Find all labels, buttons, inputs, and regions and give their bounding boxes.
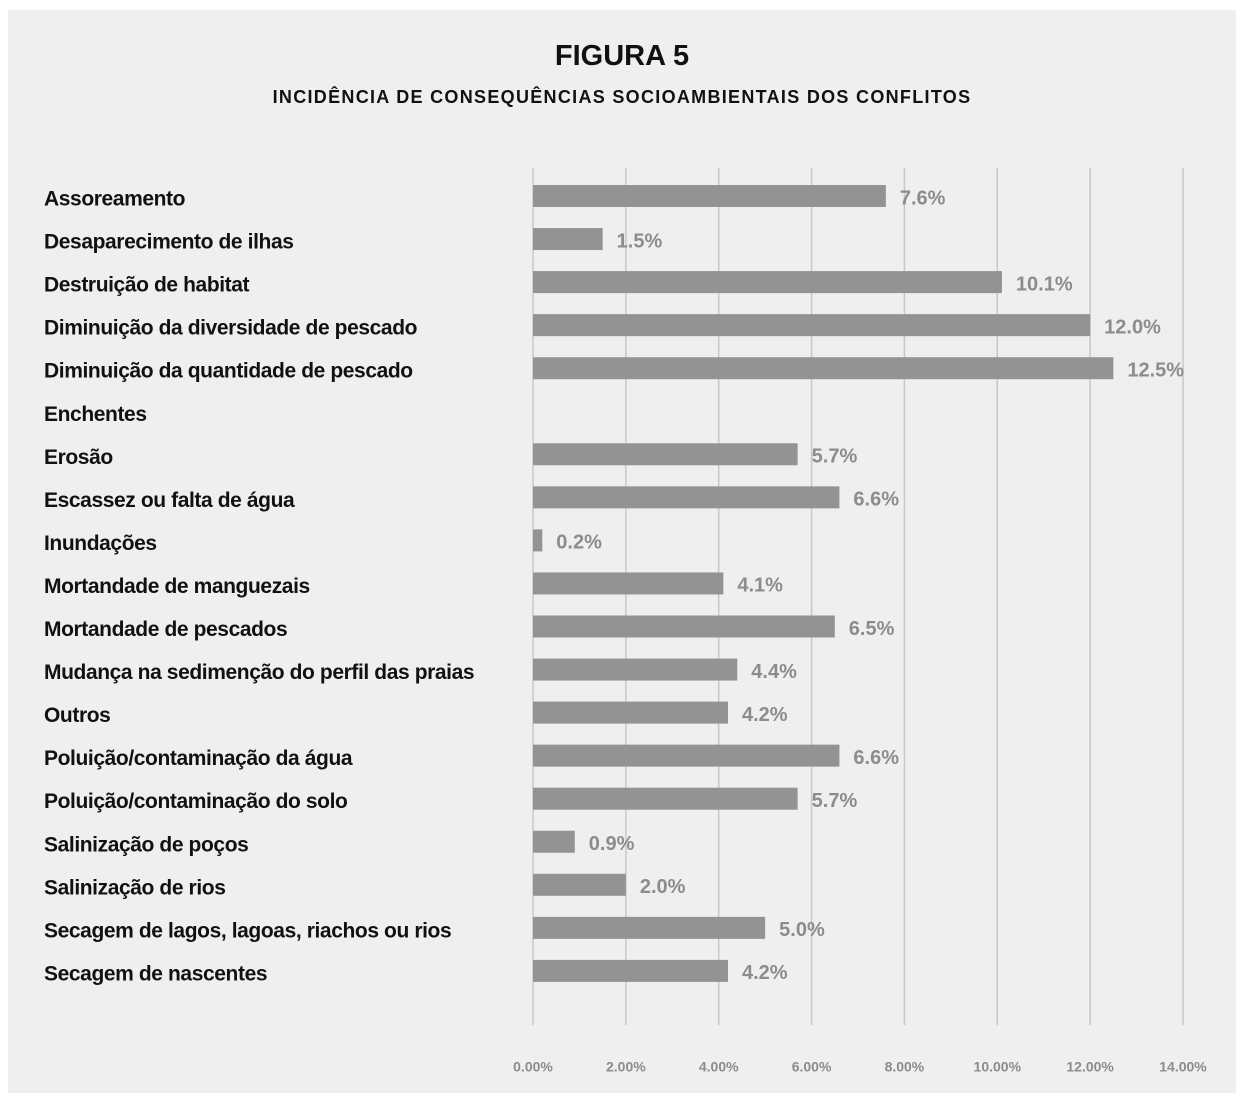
y-tick-label: Outros bbox=[44, 704, 110, 727]
value-label: 6.6% bbox=[853, 747, 899, 769]
bar bbox=[533, 873, 626, 896]
x-tick-label: 6.00% bbox=[792, 1059, 832, 1075]
value-label: 2.0% bbox=[640, 876, 686, 898]
y-tick-label: Salinização de rios bbox=[44, 876, 225, 899]
value-label: 5.0% bbox=[779, 919, 825, 941]
x-tick-label: 8.00% bbox=[885, 1059, 925, 1075]
bar bbox=[533, 357, 1114, 380]
y-tick-label: Desaparecimento de ilhas bbox=[44, 231, 294, 254]
value-label: 1.5% bbox=[617, 230, 663, 252]
chart-title: FIGURA 5 bbox=[554, 40, 690, 72]
bar bbox=[533, 314, 1091, 337]
y-tick-label: Mortandade de pescados bbox=[44, 618, 287, 641]
value-label: 7.6% bbox=[900, 187, 946, 209]
x-tick-label: 0.00% bbox=[513, 1059, 553, 1075]
value-label: 6.5% bbox=[849, 618, 895, 640]
x-tick-label: 10.00% bbox=[974, 1059, 1022, 1075]
y-tick-label: Poluição/contaminação da água bbox=[44, 747, 353, 770]
value-label: 6.6% bbox=[853, 489, 899, 511]
y-tick-label: Secagem de nascentes bbox=[44, 962, 267, 985]
value-label: 4.4% bbox=[751, 661, 797, 683]
bar bbox=[533, 486, 840, 509]
x-tick-label: 4.00% bbox=[699, 1059, 739, 1075]
value-label: 0.2% bbox=[556, 532, 602, 554]
value-label: 4.1% bbox=[737, 575, 783, 597]
y-tick-label: Diminuição da quantidade de pescado bbox=[44, 360, 413, 383]
bar bbox=[533, 443, 798, 466]
value-label: 0.9% bbox=[589, 833, 635, 855]
y-tick-label: Enchentes bbox=[44, 403, 147, 426]
y-tick-label: Diminuição da diversidade de pescado bbox=[44, 317, 417, 340]
bar bbox=[533, 228, 603, 251]
y-tick-label: Secagem de lagos, lagoas, riachos ou rio… bbox=[44, 919, 451, 942]
bar bbox=[533, 572, 724, 595]
value-label: 5.7% bbox=[812, 790, 858, 812]
value-label: 4.2% bbox=[742, 704, 788, 726]
bar bbox=[533, 830, 575, 853]
bar bbox=[533, 615, 835, 638]
bar bbox=[533, 787, 798, 810]
value-label: 5.7% bbox=[812, 446, 858, 468]
bar bbox=[533, 744, 840, 767]
bar bbox=[533, 701, 728, 724]
y-tick-label: Mortandade de manguezais bbox=[44, 575, 310, 598]
value-label: 12.5% bbox=[1127, 359, 1184, 381]
value-label: 10.1% bbox=[1016, 273, 1073, 295]
bar bbox=[533, 959, 728, 982]
bar bbox=[533, 658, 738, 681]
y-tick-label: Salinização de poços bbox=[44, 833, 248, 856]
value-label: 4.2% bbox=[742, 962, 788, 984]
y-tick-label: Destruição de habitat bbox=[44, 274, 250, 297]
y-tick-label: Escassez ou falta de água bbox=[44, 489, 295, 512]
value-label: 12.0% bbox=[1104, 316, 1161, 338]
bar bbox=[533, 185, 886, 207]
bar bbox=[533, 271, 1002, 294]
x-tick-label: 14.00% bbox=[1159, 1059, 1207, 1075]
y-tick-label: Assoreamento bbox=[44, 188, 185, 211]
x-tick-label: 2.00% bbox=[606, 1059, 646, 1075]
bar bbox=[533, 529, 543, 552]
x-tick-label: 12.00% bbox=[1066, 1059, 1114, 1075]
y-tick-label: Poluição/contaminação do solo bbox=[44, 790, 347, 813]
y-tick-label: Mudança na sedimenção do perfil das prai… bbox=[44, 661, 474, 684]
bar bbox=[533, 916, 766, 939]
chart-subtitle: INCIDÊNCIA DE CONSEQUÊNCIAS SOCIOAMBIENT… bbox=[272, 87, 972, 107]
y-tick-label: Erosão bbox=[44, 446, 113, 469]
y-tick-label: Inundações bbox=[44, 532, 157, 555]
